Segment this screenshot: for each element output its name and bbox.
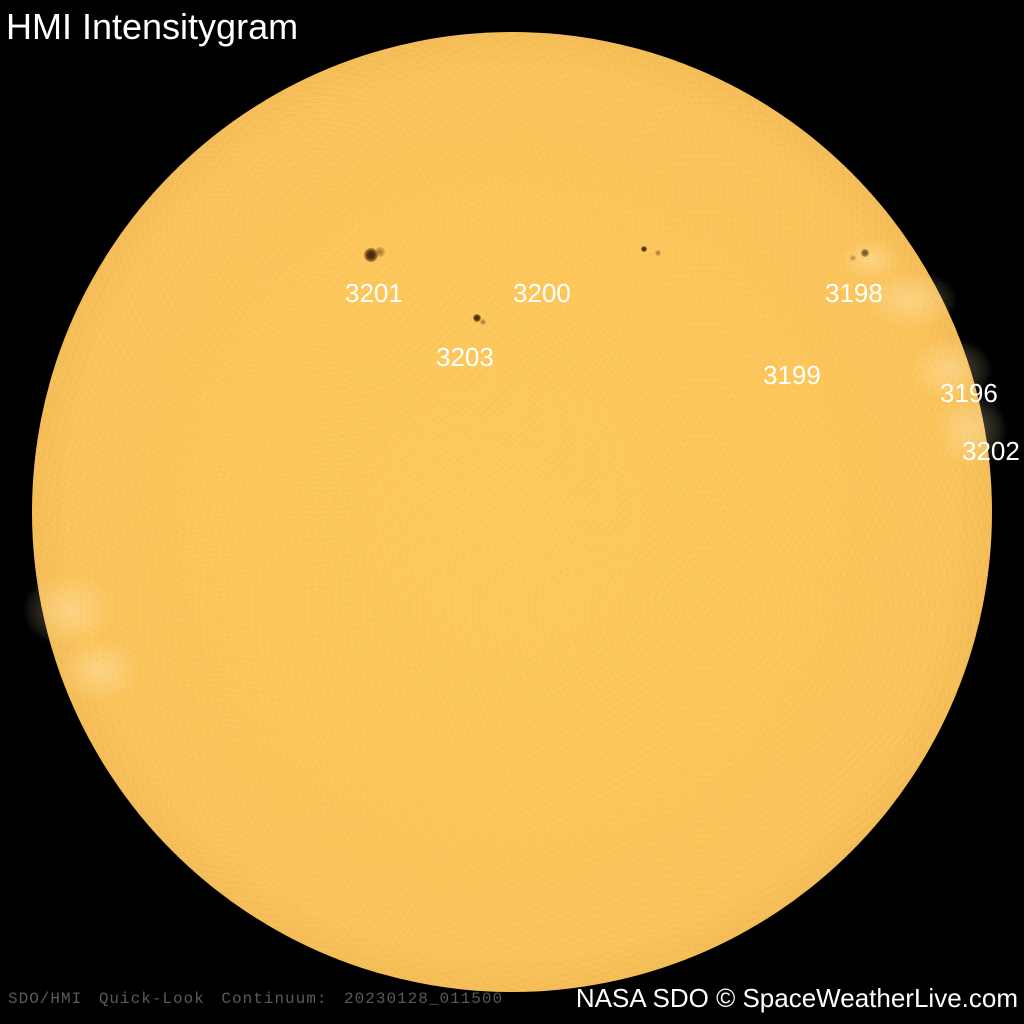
- sunspot-label-3202: 3202: [962, 436, 1020, 467]
- solar-disk: [32, 32, 992, 992]
- sunspot-minor: [375, 247, 385, 257]
- sunspot-label-3201: 3201: [345, 278, 403, 309]
- sunspot-label-3200: 3200: [513, 278, 571, 309]
- telemetry-text: SDO/HMI Quick-Look Continuum: 20230128_0…: [8, 990, 503, 1008]
- facula: [840, 240, 900, 280]
- credit-text: NASA SDO © SpaceWeatherLive.com: [576, 983, 1018, 1014]
- sunspot-label-3196: 3196: [940, 378, 998, 409]
- sunspot-label-3199: 3199: [763, 360, 821, 391]
- sunspot-3200-umbra: [641, 246, 647, 252]
- facula: [60, 640, 140, 700]
- sunspot-minor: [480, 319, 486, 325]
- title: HMI Intensitygram: [6, 6, 298, 48]
- sunspot-label-3198: 3198: [825, 278, 883, 309]
- sunspot-minor: [655, 250, 661, 256]
- sunspot-label-3203: 3203: [436, 342, 494, 373]
- granulation-texture: [32, 32, 992, 992]
- facula: [25, 575, 115, 645]
